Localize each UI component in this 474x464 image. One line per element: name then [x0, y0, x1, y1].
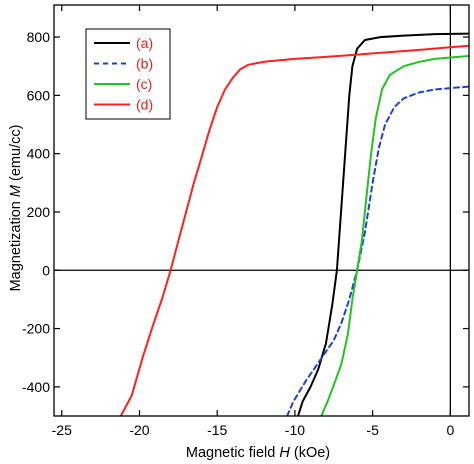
series-line-1: [286, 85, 469, 416]
legend-label-2: (c): [136, 76, 152, 92]
x-axis-title-symbol: H: [279, 445, 290, 461]
y-axis-title: Magnetization M (emu/cc): [8, 125, 24, 292]
series-line-0: [297, 32, 469, 416]
y-tick-label-2: 0: [42, 262, 50, 278]
legend-label-1: (b): [136, 56, 153, 72]
y-tick-label-5: 600: [27, 87, 51, 103]
y-tick-label-6: 800: [27, 29, 51, 45]
y-axis-title-unit: (emu/cc): [8, 125, 24, 185]
series-line-3: [119, 44, 469, 416]
y-tick-label-1: -200: [22, 321, 50, 337]
y-tick-label-4: 400: [27, 146, 51, 162]
x-tick-label-0: -25: [52, 422, 72, 438]
x-axis-title-prefix: Magnetic field: [186, 445, 280, 461]
y-axis-title-prefix: Magnetization: [8, 197, 24, 291]
series-group: [119, 32, 469, 416]
legend-label-3: (d): [136, 97, 153, 113]
x-tick-label-3: -10: [285, 422, 305, 438]
legend-label-0: (a): [136, 35, 153, 51]
x-tick-label-4: -5: [366, 422, 379, 438]
x-tick-label-1: -20: [129, 422, 149, 438]
plot-frame: [53, 4, 470, 417]
y-axis-title-symbol: M: [8, 184, 24, 197]
x-axis-title: Magnetic field H (kOe): [186, 445, 330, 461]
y-tick-label-3: 200: [27, 204, 51, 220]
series-line-2: [320, 55, 469, 416]
y-tick-label-0: -400: [22, 379, 50, 395]
x-axis-title-unit: (kOe): [290, 445, 330, 461]
x-tick-label-5: 0: [446, 422, 454, 438]
x-tick-label-2: -15: [207, 422, 227, 438]
